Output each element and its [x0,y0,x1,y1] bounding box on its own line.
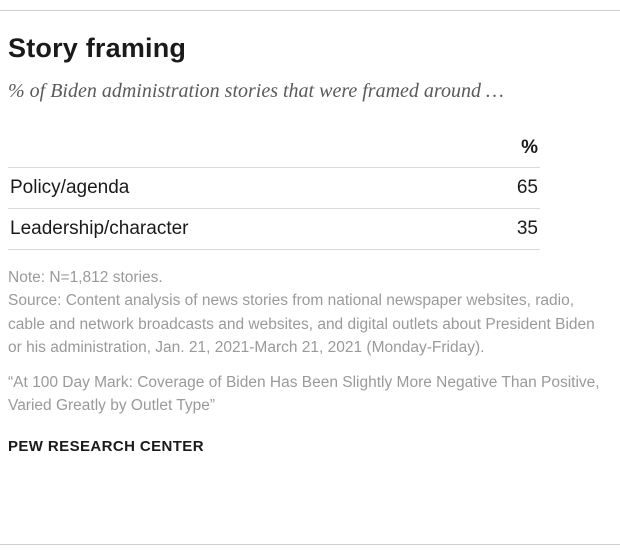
data-table-container: % Policy/agenda 65 Leadership/character … [8,131,540,250]
note-text: Note: N=1,812 stories. [8,269,163,286]
bottom-divider [0,544,620,545]
footnotes: Note: N=1,812 stories. Source: Content a… [8,266,600,418]
top-divider [0,10,620,11]
table-row: Leadership/character 35 [8,208,540,250]
row-value: 35 [475,208,540,250]
row-value: 65 [475,167,540,209]
figure-content: Story framing % of Biden administration … [0,33,620,455]
label-column-header [8,131,476,168]
row-label: Policy/agenda [8,167,476,209]
page-title: Story framing [8,33,187,63]
percent-column-header: % [521,137,538,158]
report-title-quote: “At 100 Day Mark: Coverage of Biden Has … [8,374,600,415]
brand-label: PEW RESEARCH CENTER [8,437,204,455]
figure-subtitle: % of Biden administration stories that w… [8,80,504,102]
row-label: Leadership/character [8,208,476,250]
table-row: Policy/agenda 65 [8,167,540,209]
table-header-row: % [8,131,540,168]
source-text: Source: Content analysis of news stories… [8,292,595,356]
data-table: % Policy/agenda 65 Leadership/character … [8,131,540,250]
